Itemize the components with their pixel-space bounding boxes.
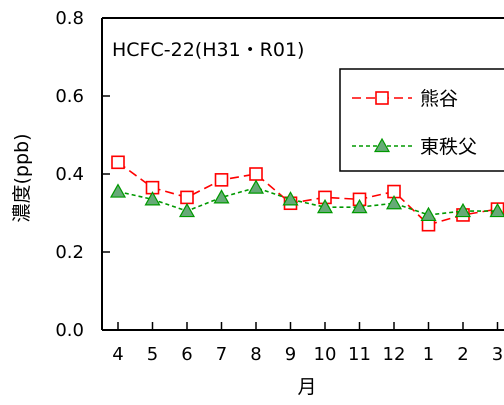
point-legend-marker: [373, 137, 391, 153]
y-tick-label: 0.4: [55, 164, 84, 185]
point-series-2: [144, 191, 161, 206]
y-tick-label: 0.8: [55, 8, 84, 29]
series-2-line: [117, 186, 498, 216]
x-tick-label: 7: [216, 344, 227, 365]
y-tick-label: 0.0: [55, 320, 84, 341]
x-tick-label: 1: [423, 344, 434, 365]
point-series-1: [249, 167, 263, 181]
point-series-2: [489, 202, 504, 218]
x-tick-label: 9: [285, 344, 296, 365]
x-tick-label: 5: [147, 344, 158, 365]
x-tick-label: 8: [250, 344, 261, 365]
legend-label: 東秩父: [420, 136, 477, 158]
x-tick-label: 4: [112, 344, 123, 365]
y-axis-ticks: 0.0 0.2 0.4 0.6 0.8: [55, 8, 110, 341]
y-tick-label: 0.2: [55, 242, 84, 263]
point-series-2: [247, 179, 265, 194]
point-series-2: [178, 202, 196, 218]
x-tick-label: 2: [457, 344, 468, 365]
point-series-1: [180, 190, 194, 205]
point-series-1: [214, 173, 229, 187]
point-series-2: [282, 191, 299, 206]
point-series-2: [351, 198, 368, 214]
x-axis-ticks: 4 5 6 7 8 9 10 11 12 1 2 3: [112, 322, 503, 365]
chart-title: HCFC-22(H31・R01): [112, 39, 304, 61]
y-tick-label: 0.6: [55, 86, 84, 107]
series-layer: [109, 155, 504, 232]
legend-label: 熊谷: [420, 88, 458, 110]
point-series-2: [213, 189, 230, 204]
x-tick-label: 10: [314, 344, 337, 365]
x-tick-label: 12: [383, 344, 406, 365]
point-series-2: [316, 198, 334, 214]
point-series-2: [420, 206, 437, 222]
x-tick-label: 3: [492, 344, 503, 365]
x-axis-title: 月: [297, 376, 316, 398]
series-2: [109, 179, 504, 222]
point-series-1: [111, 155, 125, 170]
point-legend-marker: [375, 91, 389, 105]
x-tick-label: 11: [348, 344, 371, 365]
point-series-2: [109, 183, 127, 198]
point-series-2: [454, 202, 472, 218]
x-tick-label: 6: [181, 344, 192, 365]
plot-frame: [101, 17, 504, 331]
y-axis-title: 濃度(ppb): [11, 133, 33, 222]
legend-box: [339, 68, 504, 172]
point-series-2: [385, 195, 403, 210]
